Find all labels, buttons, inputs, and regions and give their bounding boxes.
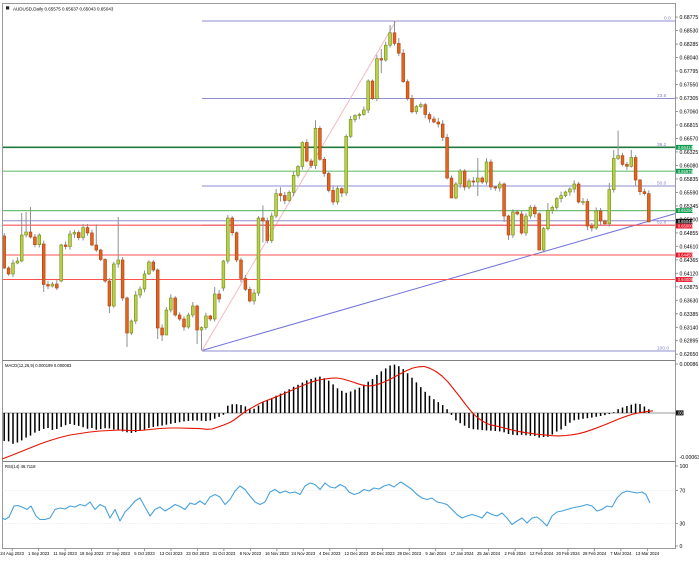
svg-text:29 Dec 2023: 29 Dec 2023 (397, 551, 421, 556)
svg-text:0.65250: 0.65250 (678, 208, 694, 213)
svg-text:38.2: 38.2 (657, 142, 667, 148)
svg-text:0.65590: 0.65590 (680, 190, 699, 196)
svg-text:0.66413: 0.66413 (678, 145, 694, 150)
svg-text:0.65000: 0.65000 (678, 224, 694, 229)
svg-text:0.66080: 0.66080 (680, 163, 699, 169)
svg-text:50.0: 50.0 (657, 181, 667, 187)
svg-text:20 Dec 2023: 20 Dec 2023 (371, 551, 395, 556)
svg-text:0.63140: 0.63140 (680, 325, 699, 331)
svg-text:5 Oct 2023: 5 Oct 2023 (134, 551, 155, 556)
svg-text:100.0: 100.0 (657, 346, 669, 352)
svg-text:11 Sep 2023: 11 Sep 2023 (53, 551, 77, 556)
svg-text:0.63385: 0.63385 (680, 312, 699, 318)
svg-text:30: 30 (680, 521, 686, 527)
svg-text:0.00086: 0.00086 (680, 362, 699, 368)
svg-text:23 Oct 2023: 23 Oct 2023 (186, 551, 209, 556)
svg-text:24 Nov 2023: 24 Nov 2023 (291, 551, 315, 556)
svg-text:0.64450: 0.64450 (678, 253, 694, 258)
svg-text:17 Jan 2024: 17 Jan 2024 (451, 551, 475, 556)
svg-text:0.66815: 0.66815 (680, 123, 699, 129)
svg-text:0.67795: 0.67795 (680, 69, 699, 75)
svg-text:-0.000635: -0.000635 (680, 455, 699, 461)
svg-text:0.67305: 0.67305 (680, 96, 699, 102)
svg-text:31 Oct 2023: 31 Oct 2023 (212, 551, 235, 556)
svg-text:7 Mar 2024: 7 Mar 2024 (610, 551, 632, 556)
svg-text:19 Sep 2023: 19 Sep 2023 (80, 551, 104, 556)
svg-text:23.6: 23.6 (657, 93, 667, 99)
svg-text:.00: .00 (677, 411, 683, 416)
svg-text:13 Mar 2024: 13 Mar 2024 (636, 551, 660, 556)
svg-text:0.64120: 0.64120 (680, 271, 699, 277)
svg-text:25 Jan 2024: 25 Jan 2024 (477, 551, 501, 556)
svg-text:0: 0 (680, 544, 683, 550)
svg-text:1 Sep 2023: 1 Sep 2023 (28, 551, 50, 556)
svg-text:0.62650: 0.62650 (680, 352, 699, 358)
svg-text:24 Aug 2023: 24 Aug 2023 (0, 551, 24, 556)
svg-text:0.66570: 0.66570 (680, 137, 699, 143)
svg-text:0.64610: 0.64610 (680, 244, 699, 250)
svg-text:2 Feb 2024: 2 Feb 2024 (505, 551, 527, 556)
svg-text:0.65043: 0.65043 (678, 219, 694, 224)
svg-text:0.63630: 0.63630 (680, 298, 699, 304)
svg-text:28 Feb 2024: 28 Feb 2024 (583, 551, 607, 556)
svg-text:AUDUSD,Daily 0.65575 0.65637: AUDUSD,Daily 0.65575 0.65637 0.65043 0.6… (13, 7, 114, 12)
svg-text:0.68775: 0.68775 (680, 15, 699, 21)
svg-text:20 Feb 2024: 20 Feb 2024 (556, 551, 580, 556)
svg-text:12 Feb 2024: 12 Feb 2024 (530, 551, 554, 556)
svg-text:0.65975: 0.65975 (678, 169, 694, 174)
svg-text:61.8: 61.8 (657, 220, 667, 226)
svg-text:16 Nov 2023: 16 Nov 2023 (265, 551, 289, 556)
svg-text:0.0: 0.0 (664, 16, 671, 22)
svg-text:0.66325: 0.66325 (680, 150, 699, 156)
svg-text:13 Oct 2023: 13 Oct 2023 (160, 551, 183, 556)
svg-text:100: 100 (680, 464, 689, 470)
svg-text:0.64855: 0.64855 (680, 231, 699, 237)
svg-text:0.67550: 0.67550 (680, 83, 699, 89)
svg-text:0.65345: 0.65345 (680, 204, 699, 210)
svg-text:MACD(12,26,9) 0.000199 0.00008: MACD(12,26,9) 0.000199 0.000083 (5, 363, 72, 368)
svg-text:0.68530: 0.68530 (680, 29, 699, 35)
svg-text:27 Sep 2023: 27 Sep 2023 (106, 551, 130, 556)
svg-text:0.68040: 0.68040 (680, 56, 699, 62)
svg-text:0.68285: 0.68285 (680, 42, 699, 48)
svg-text:70: 70 (680, 489, 686, 495)
svg-text:0.64005: 0.64005 (678, 277, 694, 282)
svg-text:RSI(14) 46.7118: RSI(14) 46.7118 (5, 464, 36, 469)
svg-text:0.62895: 0.62895 (680, 339, 699, 345)
svg-text:0.64365: 0.64365 (680, 258, 699, 264)
svg-text:0.67060: 0.67060 (680, 110, 699, 116)
svg-text:0.63875: 0.63875 (680, 285, 699, 291)
svg-text:9 Jan 2024: 9 Jan 2024 (425, 551, 446, 556)
svg-text:12 Dec 2023: 12 Dec 2023 (344, 551, 368, 556)
svg-text:0.65835: 0.65835 (680, 177, 699, 183)
svg-text:8 Nov 2023: 8 Nov 2023 (240, 551, 262, 556)
svg-text:4 Dec 2023: 4 Dec 2023 (319, 551, 341, 556)
